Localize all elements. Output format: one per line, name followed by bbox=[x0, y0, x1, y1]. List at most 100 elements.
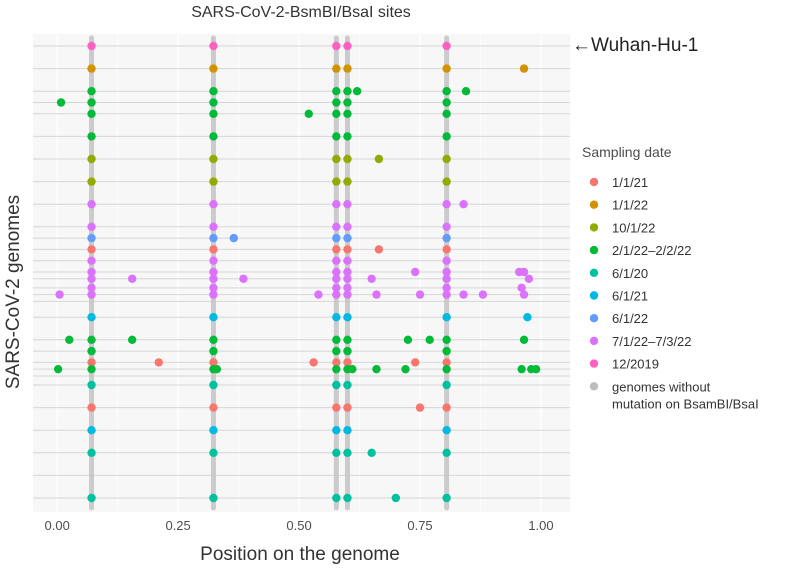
data-point bbox=[524, 274, 534, 283]
data-point bbox=[87, 313, 96, 322]
data-point bbox=[442, 98, 451, 107]
data-point bbox=[332, 448, 341, 457]
data-point bbox=[87, 403, 96, 412]
data-point bbox=[87, 274, 96, 283]
data-point bbox=[87, 222, 96, 231]
data-point bbox=[309, 358, 318, 367]
data-point bbox=[332, 267, 341, 277]
data-point bbox=[348, 364, 357, 374]
x-tick-label: 0.00 bbox=[45, 518, 70, 533]
data-point bbox=[374, 245, 384, 254]
data-point bbox=[343, 256, 352, 265]
data-point bbox=[209, 380, 218, 390]
data-point bbox=[209, 109, 218, 119]
data-point bbox=[87, 245, 96, 254]
data-point bbox=[343, 222, 352, 231]
data-point bbox=[209, 313, 218, 322]
data-point bbox=[442, 109, 451, 119]
data-point bbox=[332, 403, 341, 412]
data-point bbox=[332, 426, 341, 435]
data-point bbox=[343, 41, 352, 51]
data-point bbox=[519, 335, 529, 344]
legend-label: genomes without mutation on BsamBI/BsaI bbox=[612, 379, 759, 411]
data-point bbox=[343, 290, 352, 299]
data-point bbox=[209, 64, 218, 73]
data-point bbox=[343, 358, 352, 367]
data-point bbox=[332, 98, 341, 107]
data-point bbox=[87, 256, 96, 265]
y-axis-title: SARS-CoV-2 genomes bbox=[3, 195, 24, 389]
data-point bbox=[87, 41, 96, 51]
data-point bbox=[343, 274, 352, 283]
legend-label: 6/1/21 bbox=[612, 289, 648, 304]
data-point bbox=[209, 233, 218, 243]
data-point bbox=[209, 98, 218, 107]
horizontal-gridlines bbox=[33, 45, 570, 499]
data-point bbox=[461, 87, 471, 96]
data-point bbox=[127, 335, 137, 344]
data-point bbox=[442, 154, 451, 164]
data-point bbox=[442, 200, 451, 209]
data-point bbox=[442, 364, 451, 374]
data-point bbox=[332, 283, 341, 293]
legend-label: 1/1/22 bbox=[612, 198, 648, 213]
legend-label: 6/1/22 bbox=[612, 311, 648, 326]
data-point bbox=[209, 267, 218, 277]
data-point bbox=[343, 87, 352, 96]
data-point bbox=[209, 358, 218, 367]
data-point bbox=[314, 290, 323, 299]
data-point bbox=[239, 274, 248, 283]
data-point bbox=[459, 290, 468, 299]
data-point bbox=[87, 380, 96, 390]
legend-label-line: genomes without bbox=[612, 379, 711, 394]
data-point bbox=[332, 200, 341, 209]
data-point bbox=[442, 177, 451, 186]
legend-label: 10/1/22 bbox=[612, 220, 655, 235]
data-point bbox=[332, 87, 341, 96]
data-point bbox=[442, 335, 451, 344]
data-point bbox=[154, 358, 163, 367]
data-point bbox=[87, 426, 96, 435]
data-point bbox=[65, 335, 74, 344]
data-point bbox=[343, 154, 352, 164]
data-point bbox=[209, 448, 218, 457]
data-point bbox=[209, 335, 218, 344]
data-point bbox=[87, 200, 96, 209]
data-point bbox=[87, 290, 96, 299]
data-point bbox=[372, 364, 381, 374]
data-point bbox=[343, 380, 352, 390]
data-point bbox=[87, 87, 96, 96]
plot-panel bbox=[33, 34, 570, 512]
data-point bbox=[403, 335, 413, 344]
legend-key bbox=[589, 359, 599, 368]
data-point bbox=[209, 493, 218, 503]
data-point bbox=[343, 132, 352, 141]
data-point bbox=[332, 41, 341, 51]
data-point bbox=[343, 426, 352, 435]
data-point bbox=[343, 346, 352, 356]
legend-key bbox=[589, 268, 599, 277]
data-point bbox=[87, 346, 96, 356]
x-tick-label: 0.25 bbox=[165, 518, 190, 533]
data-point bbox=[209, 245, 218, 254]
data-point bbox=[87, 154, 96, 164]
data-point bbox=[343, 109, 352, 119]
chart-title: SARS-CoV-2-BsmBI/BsaI sites bbox=[191, 4, 411, 21]
data-point bbox=[332, 256, 341, 265]
data-point bbox=[442, 267, 451, 277]
data-point bbox=[517, 364, 526, 374]
data-point bbox=[442, 245, 451, 254]
data-point bbox=[442, 493, 451, 503]
legend-key bbox=[589, 314, 599, 323]
data-point bbox=[343, 64, 352, 73]
data-point bbox=[343, 245, 352, 254]
data-point bbox=[343, 98, 352, 107]
data-point bbox=[367, 274, 376, 283]
data-point bbox=[442, 380, 451, 390]
legend-title: Sampling date bbox=[582, 144, 672, 160]
data-point bbox=[442, 403, 451, 412]
data-point bbox=[442, 283, 451, 293]
data-point bbox=[442, 290, 451, 299]
legend-key bbox=[589, 177, 599, 187]
